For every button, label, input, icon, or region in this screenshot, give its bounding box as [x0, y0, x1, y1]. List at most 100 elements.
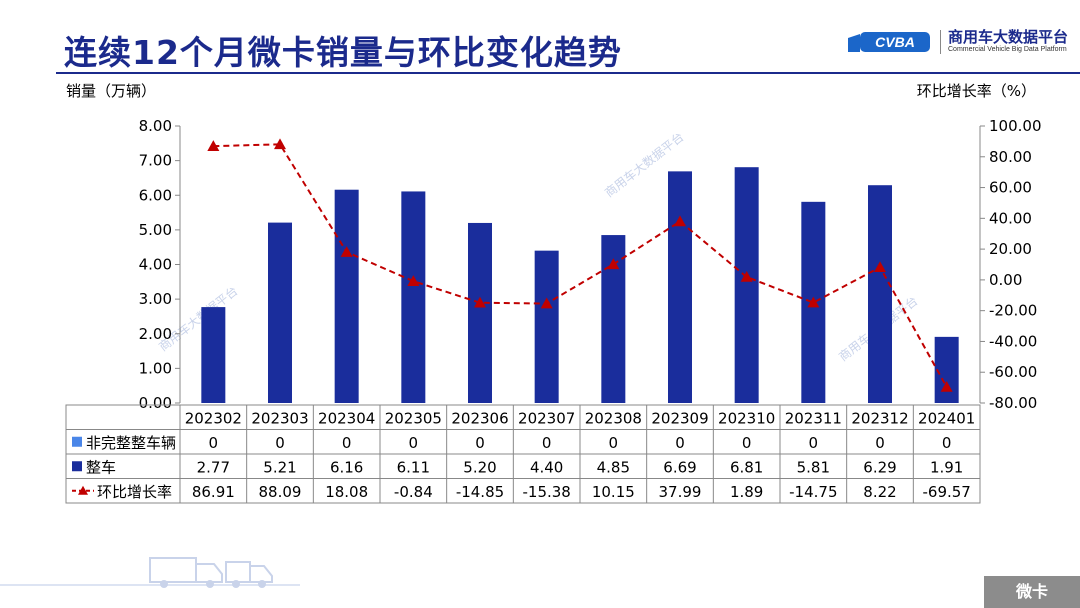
data-table-cell: 0 — [942, 434, 952, 452]
data-table-cell: 0 — [275, 434, 285, 452]
data-table-cell: 0 — [475, 434, 485, 452]
data-table-cell: 0 — [409, 434, 419, 452]
y-right-tick-label: 100.00 — [989, 117, 1042, 135]
logo-name-cn: 商用车大数据平台 — [948, 28, 1069, 46]
y-left-tick-label: 8.00 — [139, 117, 172, 135]
x-tick-label: 202309 — [651, 409, 708, 427]
data-table-cell: -0.84 — [394, 483, 433, 501]
x-tick-label: 202303 — [251, 409, 308, 427]
bar-整车-202305 — [401, 191, 426, 403]
bar-整车-202302 — [201, 307, 226, 403]
y-left-tick-label: 1.00 — [139, 359, 172, 377]
data-table-cell: 0 — [542, 434, 552, 452]
data-table-cell: 2.77 — [197, 458, 230, 476]
x-tick-label: 202304 — [318, 409, 375, 427]
legend-label: 非完整整车辆 — [86, 434, 176, 452]
bar-整车-202312 — [868, 185, 892, 403]
x-tick-label: 202312 — [851, 409, 908, 427]
data-table-cell: -15.38 — [522, 483, 570, 501]
title-underline — [56, 72, 1080, 74]
legend-label: 整车 — [86, 458, 116, 476]
x-tick-label: 202308 — [585, 409, 642, 427]
data-table-cell: 6.11 — [397, 458, 430, 476]
data-table-cell: 5.21 — [263, 458, 296, 476]
marker-环比增长率-202303 — [274, 138, 286, 150]
data-table-cell: 6.16 — [330, 458, 363, 476]
data-table-cell: 6.69 — [663, 458, 696, 476]
logo-name-en: Commercial Vehicle Big Data Platform — [948, 46, 1067, 53]
data-table-cell: 4.85 — [597, 458, 630, 476]
y-left-tick-label: 4.00 — [139, 256, 172, 274]
y-left-tick-label: 5.00 — [139, 221, 172, 239]
data-table-cell: 0 — [209, 434, 219, 452]
x-tick-label: 202307 — [518, 409, 575, 427]
y-left-tick-label: 6.00 — [139, 186, 172, 204]
y-left-tick-label: 3.00 — [139, 290, 172, 308]
data-table-cell: -14.85 — [456, 483, 504, 501]
y-left-tick-label: 0.00 — [139, 394, 172, 412]
data-table-cell: 8.22 — [863, 483, 896, 501]
bar-整车-202303 — [268, 222, 292, 403]
bar-整车-202310 — [734, 167, 759, 403]
logo-mark-text: CVBA — [875, 34, 915, 50]
marker-环比增长率-202306 — [474, 296, 486, 308]
x-tick-label: 202306 — [451, 409, 508, 427]
page-title: 连续12个月微卡销量与环比变化趋势 — [64, 33, 622, 72]
truck-logo-icon: CVBA — [848, 32, 930, 52]
marker-环比增长率-202304 — [340, 246, 353, 257]
y-right-tick-label: 20.00 — [989, 240, 1032, 258]
y-axis-left-label: 销量（万辆） — [66, 82, 157, 100]
data-table-cell: 10.15 — [592, 483, 635, 501]
bar-整车-202307 — [534, 250, 559, 403]
legend-key-swatch — [72, 436, 82, 447]
y-right-tick-label: -40.00 — [989, 332, 1037, 350]
data-table-cell: 5.20 — [463, 458, 496, 476]
legend-key-marker — [78, 485, 88, 495]
x-tick-label: 202311 — [785, 409, 842, 427]
data-table-cell: -14.75 — [789, 483, 837, 501]
y-right-tick-label: 40.00 — [989, 209, 1032, 227]
legend-label: 环比增长率 — [97, 483, 172, 501]
brand-logo: CVBA 商用车大数据平台 Commercial Vehicle Big Dat… — [846, 24, 1076, 60]
x-tick-label: 202401 — [918, 409, 975, 427]
data-table-cell: 88.09 — [259, 483, 302, 501]
data-table-cell: -69.57 — [922, 483, 970, 501]
y-right-tick-label: 0.00 — [989, 271, 1022, 289]
x-tick-label: 202302 — [185, 409, 242, 427]
data-table-cell: 37.99 — [659, 483, 702, 501]
data-table-cell: 6.81 — [730, 458, 763, 476]
y-left-tick-label: 2.00 — [139, 325, 172, 343]
bar-整车-202304 — [334, 189, 359, 403]
bar-整车-202309 — [668, 171, 692, 403]
data-table-cell: 6.29 — [863, 458, 896, 476]
marker-环比增长率-202312 — [874, 261, 886, 273]
data-table-cell: 4.40 — [530, 458, 563, 476]
y-left-tick-label: 7.00 — [139, 152, 172, 170]
data-table-cell: 0 — [675, 434, 685, 452]
marker-环比增长率-202305 — [407, 275, 420, 286]
x-tick-label: 202310 — [718, 409, 775, 427]
bar-整车-202401 — [934, 336, 959, 403]
data-table-cell: 0 — [609, 434, 619, 452]
marker-环比增长率-202401 — [940, 380, 953, 392]
line-环比增长率 — [213, 143, 948, 388]
data-table-cell: 0 — [342, 434, 352, 452]
y-right-tick-label: -20.00 — [989, 302, 1037, 320]
y-right-tick-label: -80.00 — [989, 394, 1037, 412]
marker-环比增长率-202302 — [207, 140, 220, 151]
marker-环比增长率-202308 — [607, 258, 620, 270]
data-table-cell: 5.81 — [797, 458, 830, 476]
marker-环比增长率-202311 — [807, 296, 820, 308]
y-axis-right-label: 环比增长率（%） — [916, 82, 1036, 100]
bar-整车-202306 — [468, 222, 492, 403]
data-table-cell: 0 — [809, 434, 819, 452]
y-right-tick-label: -60.00 — [989, 363, 1037, 381]
data-table-cell: 18.08 — [325, 483, 368, 501]
data-table-cell: 0 — [875, 434, 885, 452]
marker-环比增长率-202309 — [674, 215, 686, 227]
y-right-tick-label: 80.00 — [989, 148, 1032, 166]
data-table-cell: 1.91 — [930, 458, 963, 476]
legend-key-swatch — [72, 461, 82, 472]
logo-divider — [940, 30, 941, 54]
